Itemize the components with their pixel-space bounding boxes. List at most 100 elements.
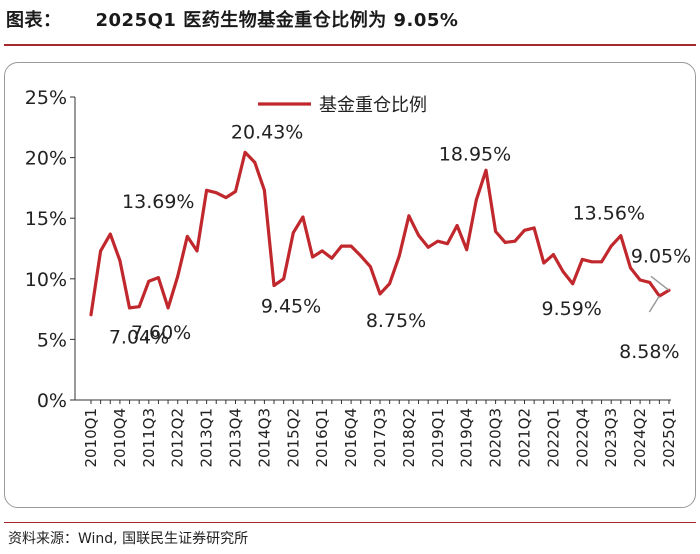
data-point	[436, 239, 440, 243]
data-point	[263, 188, 266, 192]
data-point	[349, 244, 353, 248]
data-point	[272, 284, 276, 287]
chart-frame	[4, 62, 696, 508]
data-point	[629, 266, 632, 270]
data-point	[388, 282, 392, 286]
data-point	[368, 265, 372, 269]
data-label: 8.58%	[619, 341, 679, 363]
x-tick-label: 2025Q1	[660, 408, 678, 468]
data-point	[446, 242, 449, 246]
x-tick-label: 2019Q1	[429, 408, 447, 468]
data-point	[426, 245, 430, 249]
data-point	[590, 260, 594, 264]
data-point	[224, 196, 228, 199]
y-tick-label: 0%	[37, 390, 67, 412]
data-point	[147, 279, 151, 283]
data-point	[378, 292, 382, 296]
data-label: 8.75%	[366, 310, 426, 332]
source-divider	[4, 522, 696, 523]
y-tick-label: 20%	[25, 148, 67, 170]
data-point	[282, 277, 286, 281]
data-point	[648, 281, 652, 284]
x-tick-label: 2013Q1	[198, 408, 216, 468]
y-tick-label: 10%	[25, 269, 67, 291]
x-tick-label: 2016Q4	[342, 408, 360, 468]
data-point	[176, 274, 180, 278]
data-label: 9.05%	[631, 245, 691, 267]
x-tick-label: 2022Q1	[544, 408, 562, 468]
data-point	[417, 233, 420, 237]
data-point	[320, 249, 324, 253]
source-text: Wind, 国联民生证券研究所	[78, 531, 249, 547]
data-point	[571, 282, 575, 286]
data-point	[301, 215, 305, 219]
x-tick-label: 2017Q3	[371, 408, 389, 468]
x-tick-label: 2020Q3	[487, 408, 505, 468]
data-point	[157, 276, 160, 279]
data-point	[311, 255, 314, 259]
title-divider	[4, 44, 696, 46]
data-point	[552, 253, 555, 256]
x-tick-label: 2023Q3	[602, 408, 620, 468]
data-point	[128, 306, 131, 310]
legend-label: 基金重仓比例	[319, 95, 427, 116]
data-point	[234, 190, 237, 193]
leader-line	[648, 295, 661, 313]
figure-label: 图表：	[6, 10, 62, 31]
data-point	[542, 261, 546, 265]
data-point	[118, 259, 122, 263]
data-point	[291, 231, 295, 235]
data-point	[89, 313, 93, 317]
data-label: 7.60%	[131, 322, 191, 344]
x-tick-label: 2012Q2	[169, 408, 187, 468]
data-label: 9.45%	[261, 295, 321, 317]
data-point	[407, 214, 411, 218]
data-label: 7.04%	[109, 327, 169, 349]
data-point	[484, 168, 488, 172]
figure-title-text: 2025Q1 医药生物基金重仓比例为 9.05%	[95, 10, 459, 31]
data-point	[494, 230, 497, 233]
data-point	[137, 305, 141, 309]
data-point	[330, 256, 334, 260]
data-label: 13.69%	[122, 191, 194, 213]
data-point	[465, 248, 469, 252]
x-tick-label: 2010Q1	[82, 408, 100, 468]
source-label: 资料来源：	[8, 531, 78, 547]
data-point	[397, 254, 401, 258]
x-tick-label: 2021Q2	[516, 408, 534, 468]
leader-line	[650, 275, 670, 291]
data-point	[108, 232, 112, 236]
x-tick-label: 2013Q4	[227, 408, 245, 468]
data-point	[243, 150, 247, 154]
y-tick-label: 15%	[25, 208, 67, 230]
data-point	[185, 234, 189, 238]
data-point	[532, 226, 536, 230]
x-tick-label: 2014Q3	[255, 408, 273, 468]
y-tick-label: 25%	[25, 87, 67, 109]
data-point	[638, 278, 642, 282]
data-point	[340, 244, 343, 248]
data-point	[600, 260, 603, 264]
x-tick-label: 2010Q4	[111, 408, 129, 468]
data-point	[253, 161, 257, 164]
data-point	[609, 244, 613, 248]
series-line	[89, 150, 671, 317]
data-point	[205, 188, 209, 192]
x-tick-label: 2022Q4	[573, 408, 591, 468]
data-point	[561, 270, 565, 273]
data-label: 18.95%	[439, 143, 511, 165]
x-tick-label: 2024Q2	[631, 408, 649, 468]
data-label: 9.59%	[541, 298, 601, 320]
x-tick-label: 2016Q1	[313, 408, 331, 468]
x-tick-label: 2015Q2	[284, 408, 302, 468]
data-point	[166, 306, 170, 310]
x-tick-label: 2018Q2	[400, 408, 418, 468]
data-point	[99, 249, 103, 253]
data-point	[513, 239, 517, 243]
data-point	[503, 241, 507, 244]
data-point	[580, 258, 584, 261]
x-tick-label: 2019Q4	[458, 408, 476, 468]
data-point	[359, 254, 363, 258]
data-point	[523, 228, 526, 232]
